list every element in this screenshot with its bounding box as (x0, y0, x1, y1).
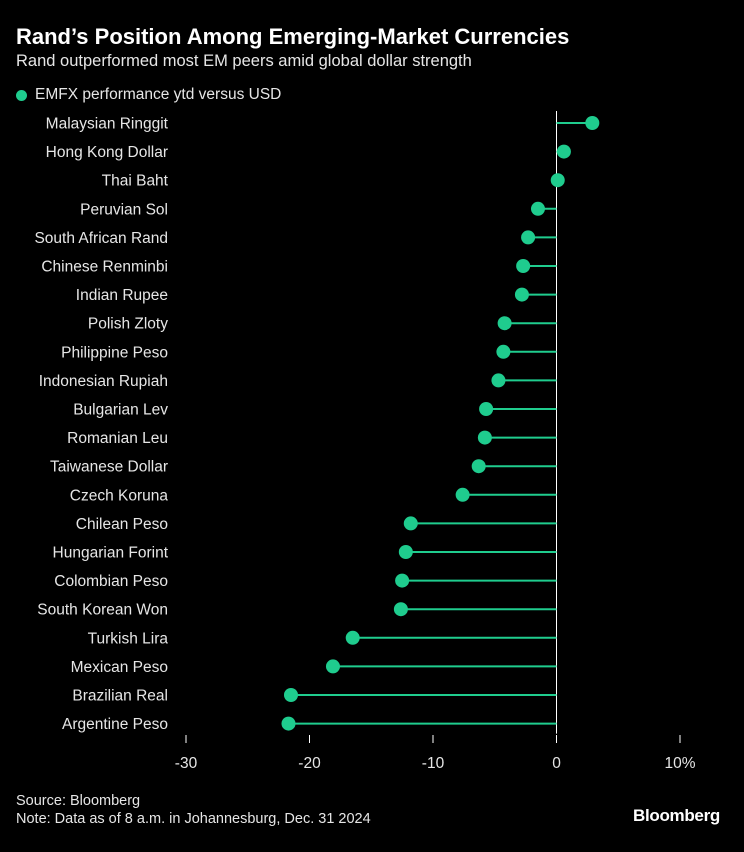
lollipop-point (479, 402, 494, 416)
category-label: Philippine Peso (61, 344, 168, 361)
chart-title: Rand’s Position Among Emerging-Market Cu… (16, 24, 570, 49)
category-label: Chilean Peso (76, 516, 168, 533)
lollipop-point (471, 459, 486, 474)
category-label: Mexican Peso (71, 659, 168, 676)
category-label: Thai Baht (102, 173, 169, 190)
lollipop-point (398, 545, 413, 559)
category-label: Brazilian Real (72, 688, 168, 705)
lollipop-point (395, 573, 410, 588)
category-label: Hong Kong Dollar (46, 144, 168, 161)
bloomberg-logo: Bloomberg (632, 806, 720, 825)
category-label: Turkish Lira (88, 630, 169, 647)
category-label: Peruvian Sol (80, 201, 168, 218)
lollipop-point (496, 344, 511, 359)
x-tick-label: 0 (552, 755, 561, 772)
x-tick-label: 10% (664, 755, 695, 772)
category-label: Malaysian Ringgit (46, 116, 169, 133)
category-label: Taiwanese Dollar (50, 459, 168, 476)
lollipop-point (455, 487, 470, 502)
category-label: Indonesian Rupiah (39, 373, 168, 390)
category-label: South Korean Won (37, 602, 168, 619)
category-label: Romanian Leu (67, 430, 168, 447)
lollipop-point (530, 201, 545, 216)
category-label: Hungarian Forint (53, 545, 169, 562)
category-label: Czech Koruna (70, 487, 169, 504)
lollipop-point (403, 516, 418, 531)
lollipop-point (477, 430, 492, 445)
legend: EMFX performance ytd versus USD (16, 86, 281, 104)
lollipop-point (497, 316, 512, 331)
lollipop-point (345, 630, 360, 645)
lollipop-point (556, 144, 571, 159)
legend-marker (16, 89, 27, 101)
x-tick-label: -20 (298, 755, 321, 772)
category-label: Polish Zloty (88, 316, 168, 333)
category-label: Chinese Renminbi (41, 259, 168, 276)
lollipop-point (514, 287, 529, 302)
category-label: Indian Rupee (76, 287, 168, 304)
category-label: Colombian Peso (54, 573, 168, 590)
lollipop-point (516, 259, 531, 273)
lollipop-point (281, 716, 296, 731)
data-note: Note: Data as of 8 a.m. in Johannesburg,… (16, 811, 371, 827)
lollipop-point (585, 116, 600, 130)
lollipop-point (283, 688, 298, 702)
x-tick-label: -30 (175, 755, 198, 772)
lollipop-point (491, 373, 506, 388)
x-tick-label: -10 (422, 755, 445, 772)
category-label: Bulgarian Lev (73, 402, 168, 419)
lollipop-point (550, 173, 565, 188)
lollipop-point (521, 230, 536, 245)
category-label: South African Rand (34, 230, 168, 247)
lollipop-point (325, 659, 340, 674)
chart-subtitle: Rand outperformed most EM peers amid glo… (16, 52, 472, 70)
source-note: Source: Bloomberg (16, 793, 141, 809)
lollipop-point (393, 602, 408, 617)
category-label: Argentine Peso (62, 716, 168, 733)
legend-label: EMFX performance ytd versus USD (35, 86, 282, 103)
